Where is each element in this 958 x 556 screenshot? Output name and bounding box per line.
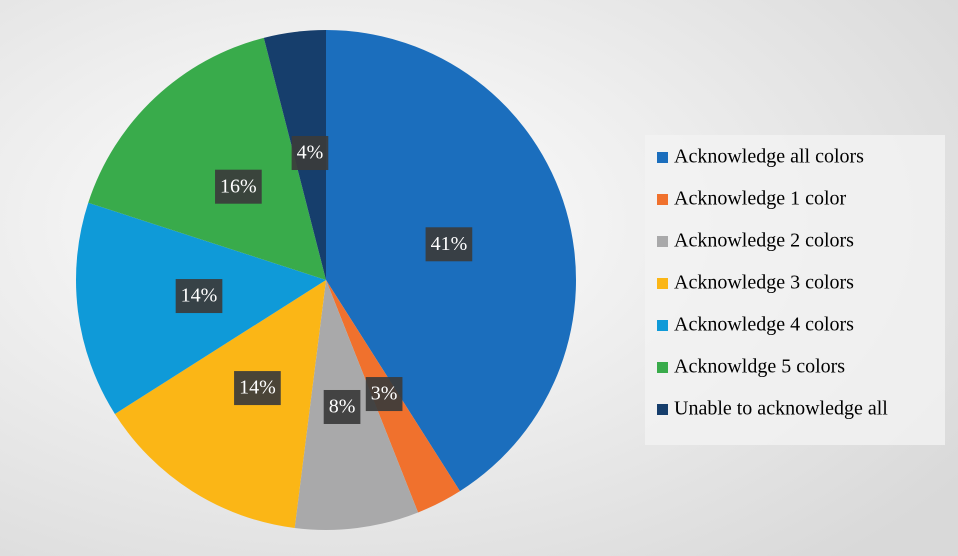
- legend-swatch: [657, 236, 668, 247]
- legend-label: Acknowldge 5 colors: [674, 356, 845, 378]
- legend-label: Acknowledge 4 colors: [674, 314, 854, 336]
- legend-swatch: [657, 404, 668, 415]
- data-label: 14%: [239, 377, 276, 399]
- data-label-box: [175, 279, 223, 314]
- data-label: 3%: [371, 383, 398, 405]
- legend-swatch: [657, 194, 668, 205]
- data-label: 16%: [220, 175, 257, 197]
- legend-swatch: [657, 152, 668, 163]
- pie-slice: [88, 37, 326, 280]
- legend-box: [645, 135, 945, 445]
- legend-swatch: [657, 320, 668, 331]
- legend-label: Unable to acknowledge all: [674, 398, 888, 420]
- legend-swatch: [657, 278, 668, 289]
- legend-label: Acknowledge 3 colors: [674, 272, 854, 294]
- legend-label: Acknowledge 1 color: [674, 188, 847, 210]
- data-label-box: [425, 227, 473, 262]
- legend-swatch: [657, 362, 668, 373]
- legend-label: Acknowledge 2 colors: [674, 230, 854, 252]
- data-label: 8%: [329, 396, 356, 418]
- data-label: 4%: [297, 142, 324, 164]
- data-label: 14%: [181, 285, 218, 307]
- data-label-box: [365, 377, 403, 412]
- data-label: 41%: [431, 233, 468, 255]
- data-label-box: [234, 371, 281, 406]
- data-label-box: [323, 389, 361, 424]
- pie-slice: [114, 280, 326, 529]
- data-label-box: [291, 136, 329, 171]
- data-label-box: [215, 169, 262, 204]
- legend-label: Acknowledge all colors: [674, 146, 864, 168]
